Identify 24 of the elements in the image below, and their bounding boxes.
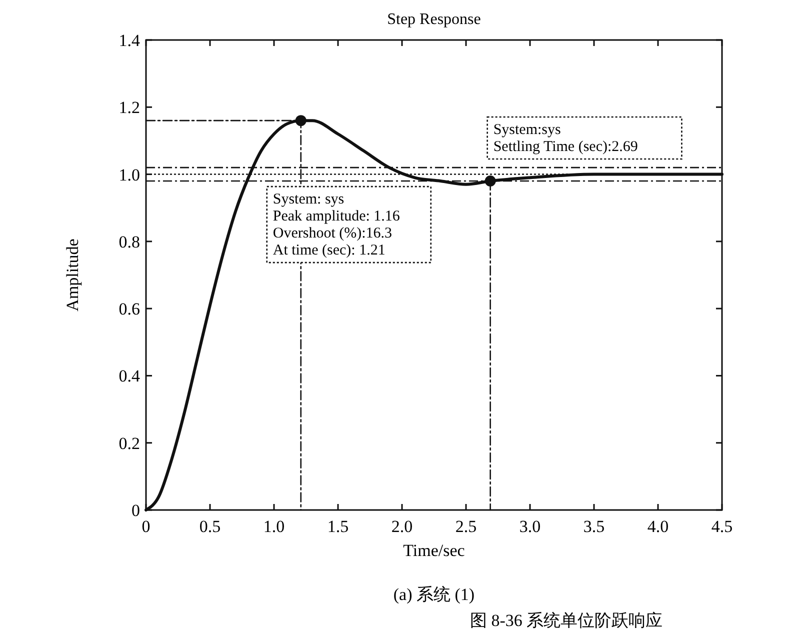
chart-title: Step Response — [387, 11, 481, 28]
y-tick-label: 1.0 — [118, 165, 140, 184]
x-axis-title: Time/sec — [403, 541, 466, 560]
x-tick-label: 2.5 — [455, 517, 477, 536]
x-tick-label: 4.0 — [647, 517, 669, 536]
x-tick-label: 3.0 — [519, 517, 541, 536]
x-tick-label: 0.5 — [199, 517, 221, 536]
y-tick-label: 1.2 — [118, 98, 140, 118]
y-tick-label: 0.6 — [118, 300, 140, 319]
y-tick-label: 0 — [132, 501, 140, 520]
x-tick-label: 1.5 — [327, 517, 349, 536]
x-tick-label: 1.0 — [263, 517, 285, 536]
x-tick-label: 3.5 — [583, 517, 605, 536]
annotation: System:sys Settling Time (sec):2.69 — [493, 122, 638, 155]
y-axis-title: Amplitude — [63, 238, 82, 312]
y-tick-label: 0.2 — [118, 434, 140, 453]
text: (a) 系统 (1) — [393, 585, 475, 604]
annotation: System: sys Peak amplitude: 1.16 Overshoot (%):16.3 At time (sec): 1.21 — [272, 192, 400, 259]
caption: 图 8-36 系统单位阶跃响应 — [470, 611, 663, 630]
y-tick-label: 0.4 — [118, 366, 140, 386]
y-tick-label: 0.8 — [118, 232, 140, 252]
x-tick-label: 2.0 — [391, 517, 413, 536]
x-tick-label: 4.5 — [711, 517, 733, 536]
y-tick-label: 1.4 — [118, 31, 140, 50]
